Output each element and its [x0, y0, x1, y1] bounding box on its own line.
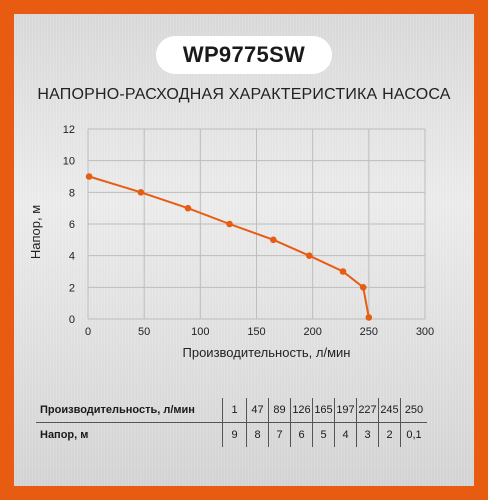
model-name: WP9775SW	[182, 42, 306, 67]
head-value: 7	[268, 422, 291, 447]
x-tick-label: 150	[247, 326, 265, 338]
head-value: 0,1	[400, 422, 427, 447]
chart-grid	[87, 128, 426, 320]
head-value: 2	[378, 422, 401, 447]
x-tick-label: 300	[416, 326, 434, 338]
flow-value: 165	[312, 398, 335, 423]
chart-title: НАПОРНО-РАСХОДНАЯ ХАРАКТЕРИСТИКА НАСОСА	[37, 86, 451, 103]
table-row-head: Напор, м 9 8 7 6 5 4 3 2 0,1	[36, 422, 427, 447]
head-value: 5	[312, 422, 335, 447]
x-axis-label: Производительность, л/мин	[183, 345, 351, 360]
flow-value: 47	[246, 398, 269, 423]
y-tick-label: 10	[63, 156, 75, 168]
flow-value: 245	[378, 398, 401, 423]
head-value: 9	[222, 422, 247, 447]
data-point	[365, 314, 373, 321]
y-axis-label: Напор, м	[28, 205, 43, 259]
spec-table: Производительность, л/мин 1 47 89 126 16…	[36, 398, 427, 447]
data-point	[226, 220, 233, 228]
x-tick-label: 250	[360, 326, 378, 338]
y-tick-label: 12	[63, 124, 75, 136]
curve-points	[85, 173, 373, 321]
flow-value: 250	[400, 398, 427, 423]
flow-value: 89	[268, 398, 291, 423]
flow-value: 126	[290, 398, 313, 423]
data-point	[359, 284, 367, 291]
x-tick-label: 0	[85, 326, 91, 338]
model-badge: WP9775SW	[156, 36, 332, 74]
y-tick-label: 2	[69, 282, 75, 294]
y-tick-label: 6	[69, 219, 75, 231]
x-tick-label: 50	[138, 326, 150, 338]
y-tick-label: 8	[69, 187, 75, 199]
head-value: 3	[356, 422, 379, 447]
row-label-head: Напор, м	[40, 429, 89, 441]
data-point	[137, 189, 145, 196]
x-tick-label: 100	[191, 326, 209, 338]
curve-line	[88, 175, 370, 318]
flow-value: 197	[334, 398, 357, 423]
y-tick-label: 4	[69, 251, 75, 263]
chart-ticks: 0 2 4 6 8 10 12 0 50 100 150 200 250 300	[63, 124, 434, 338]
head-value: 8	[246, 422, 269, 447]
flow-value: 227	[356, 398, 379, 423]
row-label-flow: Производительность, л/мин	[36, 398, 223, 423]
data-point	[339, 268, 347, 275]
head-value: 4	[334, 422, 357, 447]
head-value: 6	[290, 422, 313, 447]
data-point	[305, 252, 313, 259]
y-tick-label: 0	[69, 314, 75, 326]
data-point	[85, 173, 93, 180]
data-point	[270, 236, 277, 244]
table-row-flow: Производительность, л/мин 1 47 89 126 16…	[36, 398, 427, 423]
flow-value: 1	[222, 398, 247, 423]
data-point	[184, 204, 192, 212]
x-tick-label: 200	[303, 326, 321, 338]
